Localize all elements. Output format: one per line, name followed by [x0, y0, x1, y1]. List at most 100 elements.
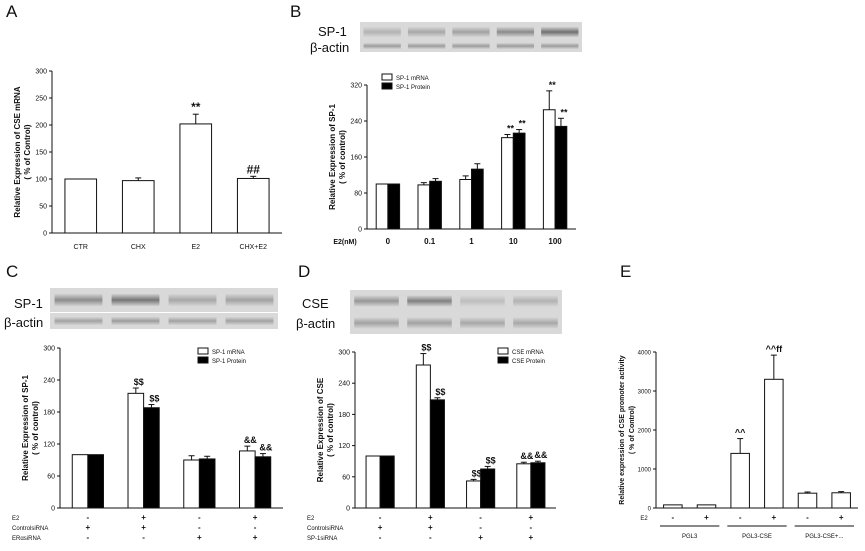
significance-mark: $$ — [149, 394, 159, 404]
bar — [696, 504, 717, 509]
group-label: PGL3 — [682, 534, 698, 540]
significance-mark: $$ — [134, 377, 144, 387]
blot-b-actin-lane-4 — [496, 43, 535, 49]
y-tick-label: 0 — [648, 507, 652, 513]
y-tick-label: 180 — [338, 412, 350, 419]
blot-d-cse-lane-1 — [354, 295, 399, 307]
y-tick-label: 0 — [51, 506, 55, 513]
condition-sign: + — [378, 523, 383, 532]
chart-d: 0 60 120 180 240 300 Relative Expression of CS… — [307, 343, 556, 542]
panel-label-c: C — [6, 262, 19, 281]
bar — [429, 399, 445, 509]
blot-c-actin-label: β-actin — [4, 315, 44, 330]
bar — [417, 184, 431, 230]
bar — [121, 180, 155, 234]
bar — [254, 456, 272, 509]
condition-sign: + — [839, 513, 844, 522]
blot-c-actin-lane-1 — [54, 317, 103, 325]
blot-b-actin-lane-1 — [363, 43, 401, 49]
x-tick-label: E2 — [191, 244, 200, 251]
bar — [730, 452, 750, 509]
blot-b-actin — [360, 40, 582, 52]
condition-sign: + — [86, 523, 91, 532]
condition-sign: + — [253, 513, 258, 522]
panel-label-a: A — [6, 2, 18, 21]
condition-sign: - — [87, 513, 90, 522]
y-axis-label: Relative Expression of SP-1 — [21, 375, 30, 481]
blot-c-actin-lane-2 — [111, 317, 160, 325]
bar — [501, 137, 514, 230]
significance-mark: ** — [560, 107, 568, 117]
significance-mark: ^^ff — [766, 344, 784, 354]
y-tick-label: 120 — [43, 442, 55, 449]
blot-c-actin — [50, 313, 278, 329]
condition-sign: - — [806, 513, 809, 522]
y-axis-label: ( % of Control) — [23, 124, 32, 179]
condition-sign: + — [529, 513, 534, 522]
condition-sign: - — [479, 523, 482, 532]
legend-label: SP-1 Protein — [212, 359, 246, 365]
legend-label: CSE Protein — [512, 359, 545, 365]
condition-sign: + — [253, 533, 258, 542]
blot-c-actin-lane-4 — [225, 317, 274, 325]
condition-sign: - — [87, 533, 90, 542]
significance-mark: && — [244, 435, 257, 445]
y-axis-label: ( % of control) — [338, 130, 347, 184]
bar — [530, 462, 546, 509]
blot-c-sp1 — [50, 288, 278, 312]
group-label: PGL3-CSE+... — [805, 534, 844, 540]
bar — [87, 454, 104, 509]
condition-row-label: E2 — [640, 516, 648, 522]
blot-b-sp1-lane-4 — [496, 27, 535, 37]
y-tick-label: 180 — [43, 410, 55, 417]
y-tick-label: 150 — [35, 150, 47, 157]
significance-mark: && — [520, 451, 533, 461]
significance-mark: $$ — [486, 455, 496, 465]
bar — [415, 364, 431, 509]
x-tick-label: 100 — [548, 237, 562, 246]
bar — [198, 458, 216, 509]
blot-b-sp1-lane-1 — [363, 27, 401, 37]
condition-sign: + — [428, 523, 433, 532]
condition-sign: + — [428, 513, 433, 522]
condition-sign: - — [429, 533, 432, 542]
condition-row-label: E2 — [12, 516, 20, 522]
y-tick-label: 250 — [35, 96, 47, 103]
y-tick-label: 240 — [43, 378, 55, 385]
bar — [71, 454, 89, 509]
blot-c-sp1-lane-3 — [168, 294, 217, 306]
y-tick-label: 300 — [43, 346, 55, 353]
bar — [466, 480, 482, 509]
y-tick-label: 0 — [358, 227, 362, 234]
bar — [554, 125, 568, 230]
condition-row-label: ControlsiRNA — [307, 526, 343, 532]
bar — [375, 183, 389, 230]
condition-row-label: E2 — [307, 516, 315, 522]
y-tick-label: 200 — [35, 123, 47, 130]
legend-swatch — [381, 73, 393, 81]
condition-sign: + — [529, 533, 534, 542]
condition-sign: + — [478, 533, 483, 542]
bar — [471, 168, 484, 230]
blot-b-sp1 — [360, 22, 582, 42]
condition-sign: - — [254, 523, 257, 532]
x-tick-label: CHX+E2 — [240, 244, 268, 251]
y-axis-label: ( % of control) — [31, 401, 40, 455]
significance-mark: $$ — [435, 387, 445, 397]
x-tick-label: CHX — [131, 244, 146, 251]
y-tick-label: 160 — [350, 155, 362, 162]
legend-swatch — [197, 347, 209, 355]
blot-d-actin-lane-1 — [354, 317, 399, 329]
bar — [379, 455, 395, 509]
condition-sign: + — [771, 513, 776, 522]
bar — [183, 459, 200, 509]
y-tick-label: 240 — [350, 119, 362, 126]
legend-swatch — [197, 356, 209, 364]
x-axis-label: E2(nM) — [333, 239, 356, 246]
bar — [516, 463, 532, 509]
group-label: PGL3-CSE — [742, 534, 772, 540]
y-tick-label: 300 — [35, 69, 47, 76]
blot-d-actin-lane-3 — [460, 317, 505, 329]
y-axis-label: Relative Expression of CSE — [316, 377, 325, 482]
